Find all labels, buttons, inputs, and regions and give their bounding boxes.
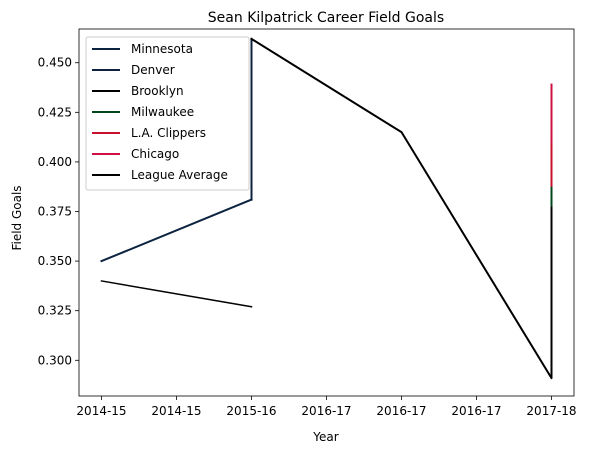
x-tick-label: 2014-15 bbox=[76, 404, 126, 418]
x-tick-label: 2016-17 bbox=[451, 404, 501, 418]
y-tick-label: 0.300 bbox=[38, 353, 72, 367]
legend-label: Brooklyn bbox=[131, 84, 184, 98]
y-tick-label: 0.400 bbox=[38, 155, 72, 169]
legend-label: Chicago bbox=[131, 147, 179, 161]
x-tick-label: 2016-17 bbox=[301, 404, 351, 418]
series-line-0 bbox=[100, 198, 253, 263]
x-tick-label: 2014-15 bbox=[151, 404, 201, 418]
chart-title: Sean Kilpatrick Career Field Goals bbox=[208, 10, 444, 26]
series-line-6 bbox=[100, 280, 253, 308]
series-line-2 bbox=[250, 37, 553, 380]
legend: Minnesota Denver Brooklyn Milwaukee L.A. Cli… bbox=[85, 36, 250, 191]
legend-label: League Average bbox=[131, 168, 228, 182]
x-tick-label: 2017-18 bbox=[526, 404, 576, 418]
series-layer bbox=[100, 37, 553, 380]
x-axis: 2014-15 2014-15 2015-16 2016-17 2016-17 2016-… bbox=[76, 396, 577, 418]
x-tick-label: 2016-17 bbox=[376, 404, 426, 418]
y-tick-label: 0.450 bbox=[38, 56, 72, 70]
x-tick-label: 2015-16 bbox=[226, 404, 276, 418]
y-tick-label: 0.375 bbox=[38, 205, 72, 219]
y-tick-label: 0.350 bbox=[38, 254, 72, 268]
legend-label: Minnesota bbox=[131, 42, 193, 56]
legend-label: Milwaukee bbox=[131, 105, 194, 119]
x-axis-label: Year bbox=[312, 430, 338, 444]
y-axis: 0.300 0.325 0.350 0.375 0.400 0.425 0.450 bbox=[38, 56, 79, 367]
legend-label: L.A. Clippers bbox=[131, 126, 206, 140]
y-tick-label: 0.325 bbox=[38, 304, 72, 318]
legend-label: Denver bbox=[131, 63, 175, 77]
legend-box bbox=[85, 36, 250, 191]
y-axis-label: Field Goals bbox=[10, 185, 24, 250]
y-tick-label: 0.425 bbox=[38, 105, 72, 119]
